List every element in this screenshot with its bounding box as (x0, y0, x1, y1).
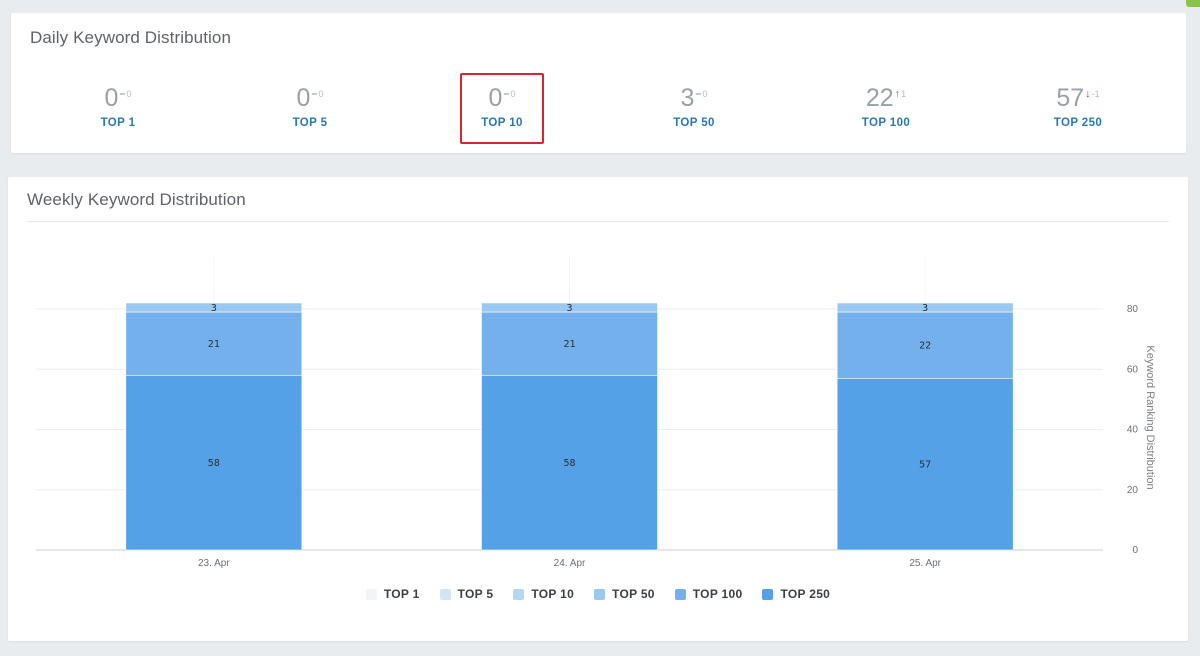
legend-item[interactable]: TOP 50 (594, 587, 655, 601)
bar-segment (836, 311, 1014, 379)
metric-label-link[interactable]: TOP 100 (861, 117, 911, 129)
bar-segment (125, 311, 303, 376)
y-tick-label: 0 (1132, 545, 1138, 556)
legend-label: TOP 5 (457, 587, 494, 601)
legend-item[interactable]: TOP 5 (439, 587, 494, 601)
legend-swatch (594, 588, 606, 600)
metric-label-link[interactable]: TOP 50 (673, 117, 715, 129)
data-label: 21 (208, 339, 220, 350)
title-divider (27, 221, 1169, 222)
legend-label: TOP 1 (383, 587, 420, 601)
legend-swatch (762, 588, 774, 600)
data-label: 3 (211, 303, 217, 314)
metric-top100: 22↑1 TOP 100 (806, 85, 966, 129)
data-label: 57 (919, 460, 931, 471)
data-label: 58 (563, 458, 575, 469)
data-label: 3 (922, 303, 928, 314)
arrow-down-icon: ↓ (1085, 88, 1091, 100)
legend-swatch (674, 588, 686, 600)
metric-value: 57 (1056, 84, 1085, 112)
metric-top1: 0–0 TOP 1 (38, 85, 198, 129)
metric-value: 3 (680, 84, 695, 112)
legend-item[interactable]: TOP 100 (674, 587, 743, 601)
weekly-card-title: Weekly Keyword Distribution (27, 190, 246, 209)
data-label: 58 (208, 458, 220, 469)
metric-value-row: 57↓-1 (998, 85, 1158, 111)
legend-swatch (513, 588, 525, 600)
metric-label-link[interactable]: TOP 250 (1053, 117, 1103, 129)
metric-value: 0 (104, 84, 119, 112)
metric-change: 0 (126, 89, 132, 99)
weekly-stacked-bar-chart: 0 20 40 60 80 58 21 3 23. Apr 58 21 3 24. Apr 57 22 3 25… (36, 257, 1156, 569)
y-axis-title: Keyword Ranking Distribution (1144, 345, 1156, 489)
metric-value-row: 0–0 (38, 85, 198, 111)
metric-change: 0 (510, 89, 516, 99)
metric-top5: 0–0 TOP 5 (230, 85, 390, 129)
metric-change: 0 (318, 89, 324, 99)
data-label: 22 (919, 341, 931, 352)
legend-label: TOP 250 (780, 587, 831, 601)
legend-swatch (439, 588, 451, 600)
metric-value-row: 3–0 (614, 85, 774, 111)
metric-change: 1 (901, 89, 907, 99)
bar-segment (481, 311, 658, 376)
legend-label: TOP 100 (692, 587, 743, 601)
metric-value-row: 0–0 (230, 85, 390, 111)
bar-segment (125, 374, 303, 551)
highlight-box (460, 73, 544, 144)
metric-value: 22 (865, 84, 894, 112)
x-tick-label: 25. Apr (909, 558, 941, 569)
data-label: 21 (563, 339, 575, 350)
metric-label-link[interactable]: TOP 5 (292, 117, 328, 129)
weekly-distribution-card: Weekly Keyword Distribution 0 20 40 60 80 58 2… (8, 177, 1188, 641)
bar-segment (836, 302, 1014, 313)
dash-icon: – (311, 88, 318, 100)
metric-label-link[interactable]: TOP 1 (100, 117, 136, 129)
metric-top50: 3–0 TOP 50 (614, 85, 774, 129)
bar-segment (125, 302, 303, 313)
metric-change: 0 (702, 89, 708, 99)
corner-tab (1186, 0, 1200, 7)
metric-top10: 0–0 TOP 10 (422, 73, 582, 144)
y-tick-label: 60 (1127, 364, 1139, 375)
data-label: 3 (566, 303, 572, 314)
legend-swatch (365, 588, 377, 600)
metric-value-row: 0–0 (422, 85, 582, 111)
y-tick-label: 40 (1127, 425, 1139, 436)
legend-label: TOP 50 (612, 587, 655, 601)
arrow-up-icon: ↑ (894, 88, 901, 100)
bar-segment (481, 374, 658, 551)
chart-legend: TOP 1 TOP 5 TOP 10 TOP 50 TOP 100 TOP 250 (8, 587, 1188, 601)
bar-segment (481, 302, 658, 313)
legend-label: TOP 10 (531, 587, 575, 601)
metric-value-row: 22↑1 (806, 85, 966, 111)
dash-icon: – (503, 88, 510, 100)
y-tick-label: 80 (1127, 304, 1139, 315)
metric-label-link[interactable]: TOP 10 (481, 117, 523, 129)
daily-distribution-card: Daily Keyword Distribution 0–0 TOP 1 0–0 TO… (11, 13, 1186, 153)
x-tick-label: 24. Apr (554, 558, 586, 569)
daily-metrics-row: 0–0 TOP 1 0–0 TOP 5 0–0 TOP 10 3–0 TOP 50 22↑1 TO… (22, 73, 1174, 144)
legend-item[interactable]: TOP 250 (762, 587, 830, 601)
y-tick-label: 20 (1127, 485, 1139, 496)
metric-top250: 57↓-1 TOP 250 (998, 85, 1158, 129)
metric-value: 0 (296, 84, 311, 112)
dash-icon: – (119, 88, 126, 100)
metric-value: 0 (488, 84, 503, 112)
legend-item[interactable]: TOP 1 (365, 587, 420, 601)
bar-segment (836, 377, 1014, 551)
daily-card-title: Daily Keyword Distribution (30, 28, 232, 47)
legend-item[interactable]: TOP 10 (513, 587, 574, 601)
x-tick-label: 23. Apr (198, 558, 230, 569)
metric-change: -1 (1091, 89, 1100, 99)
dash-icon: – (695, 88, 702, 100)
